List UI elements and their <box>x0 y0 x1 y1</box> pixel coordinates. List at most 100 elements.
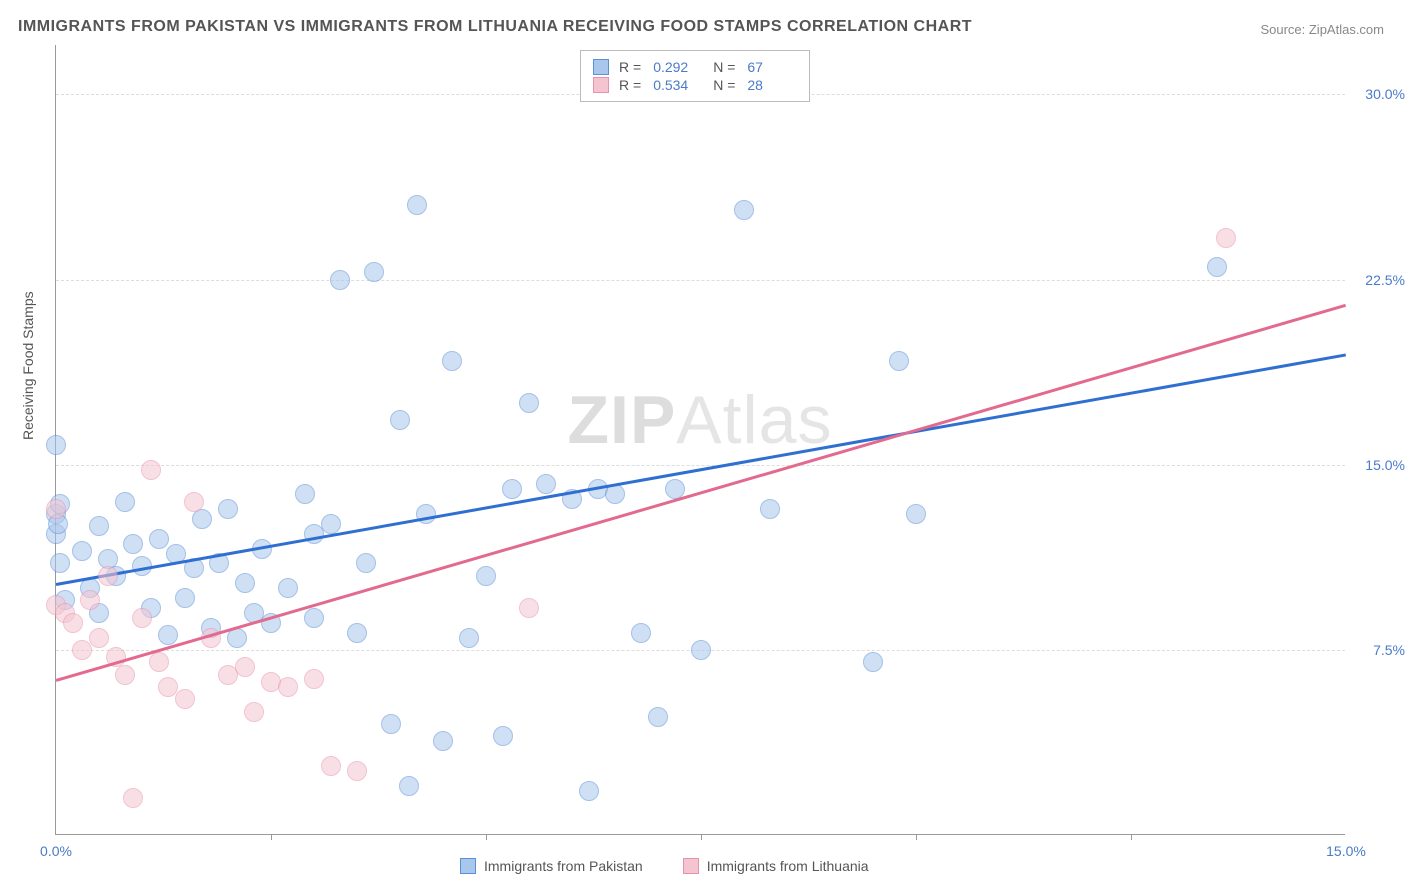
y-tick-label: 30.0% <box>1365 86 1405 102</box>
legend-stat-row: R = 0.292 N = 67 <box>593 59 797 75</box>
data-point <box>476 566 496 586</box>
data-point <box>631 623 651 643</box>
legend-series-name: Immigrants from Pakistan <box>484 858 643 874</box>
data-point <box>141 460 161 480</box>
n-value: 67 <box>747 59 797 75</box>
data-point <box>295 484 315 504</box>
data-point <box>321 756 341 776</box>
data-point <box>175 588 195 608</box>
correlation-legend: R = 0.292 N = 67 R = 0.534 N = 28 <box>580 50 810 102</box>
legend-swatch <box>460 858 476 874</box>
data-point <box>123 534 143 554</box>
data-point <box>304 669 324 689</box>
data-point <box>691 640 711 660</box>
r-label: R = <box>619 59 641 75</box>
data-point <box>98 566 118 586</box>
n-label: N = <box>713 77 735 93</box>
data-point <box>321 514 341 534</box>
trend-line <box>56 354 1346 586</box>
data-point <box>184 492 204 512</box>
data-point <box>175 689 195 709</box>
x-minor-tick <box>271 834 272 840</box>
x-tick-label: 0.0% <box>40 843 72 859</box>
data-point <box>218 499 238 519</box>
legend-stat-row: R = 0.534 N = 28 <box>593 77 797 93</box>
legend-item: Immigrants from Pakistan <box>460 858 643 874</box>
data-point <box>149 652 169 672</box>
y-axis-label: Receiving Food Stamps <box>20 291 36 440</box>
data-point <box>1216 228 1236 248</box>
legend-swatch <box>593 77 609 93</box>
data-point <box>536 474 556 494</box>
data-point <box>192 509 212 529</box>
x-minor-tick <box>1131 834 1132 840</box>
data-point <box>89 516 109 536</box>
source-prefix: Source: <box>1260 22 1308 37</box>
data-point <box>72 541 92 561</box>
data-point <box>347 623 367 643</box>
data-point <box>760 499 780 519</box>
data-point <box>459 628 479 648</box>
data-point <box>442 351 462 371</box>
data-point <box>605 484 625 504</box>
data-point <box>89 628 109 648</box>
data-point <box>63 613 83 633</box>
data-point <box>648 707 668 727</box>
data-point <box>579 781 599 801</box>
gridline <box>56 280 1345 281</box>
legend-swatch <box>593 59 609 75</box>
source-attribution: Source: ZipAtlas.com <box>1260 22 1384 37</box>
data-point <box>399 776 419 796</box>
data-point <box>863 652 883 672</box>
data-point <box>347 761 367 781</box>
data-point <box>235 573 255 593</box>
scatter-chart: 7.5%15.0%22.5%30.0%0.0%15.0% <box>55 45 1345 835</box>
legend-series-name: Immigrants from Lithuania <box>707 858 869 874</box>
n-label: N = <box>713 59 735 75</box>
data-point <box>72 640 92 660</box>
data-point <box>123 788 143 808</box>
y-tick-label: 7.5% <box>1373 642 1405 658</box>
n-value: 28 <box>747 77 797 93</box>
r-value: 0.292 <box>653 59 703 75</box>
data-point <box>433 731 453 751</box>
data-point <box>330 270 350 290</box>
legend-item: Immigrants from Lithuania <box>683 858 869 874</box>
data-point <box>235 657 255 677</box>
data-point <box>364 262 384 282</box>
data-point <box>158 677 178 697</box>
data-point <box>244 702 264 722</box>
data-point <box>734 200 754 220</box>
data-point <box>889 351 909 371</box>
trend-line <box>56 304 1347 682</box>
data-point <box>502 479 522 499</box>
data-point <box>407 195 427 215</box>
data-point <box>149 529 169 549</box>
y-tick-label: 15.0% <box>1365 457 1405 473</box>
legend-swatch <box>683 858 699 874</box>
r-value: 0.534 <box>653 77 703 93</box>
data-point <box>390 410 410 430</box>
data-point <box>356 553 376 573</box>
x-minor-tick <box>701 834 702 840</box>
chart-title: IMMIGRANTS FROM PAKISTAN VS IMMIGRANTS F… <box>18 18 972 36</box>
x-minor-tick <box>916 834 917 840</box>
data-point <box>115 492 135 512</box>
data-point <box>906 504 926 524</box>
r-label: R = <box>619 77 641 93</box>
x-tick-label: 15.0% <box>1326 843 1366 859</box>
data-point <box>80 590 100 610</box>
data-point <box>158 625 178 645</box>
data-point <box>278 578 298 598</box>
data-point <box>416 504 436 524</box>
data-point <box>278 677 298 697</box>
gridline <box>56 465 1345 466</box>
data-point <box>50 553 70 573</box>
data-point <box>46 499 66 519</box>
source-link[interactable]: ZipAtlas.com <box>1309 22 1384 37</box>
data-point <box>519 393 539 413</box>
data-point <box>115 665 135 685</box>
y-tick-label: 22.5% <box>1365 272 1405 288</box>
data-point <box>519 598 539 618</box>
x-minor-tick <box>486 834 487 840</box>
